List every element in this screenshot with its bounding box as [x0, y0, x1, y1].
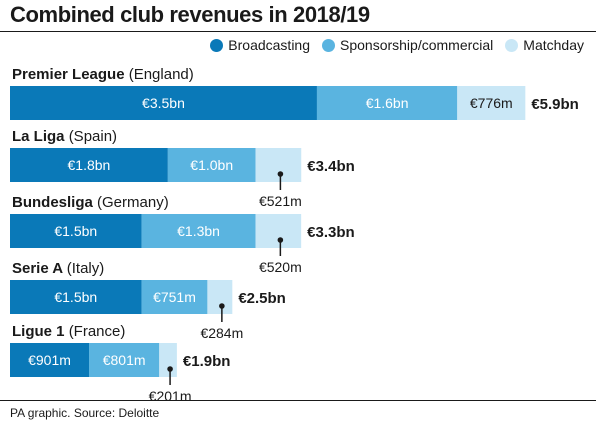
data-label-matchday: €520m	[259, 259, 302, 275]
source-note: PA graphic. Source: Deloitte	[10, 406, 160, 420]
bar-segment-matchday	[255, 148, 302, 182]
category-country: (France)	[69, 323, 126, 340]
category-name: Ligue 1	[12, 323, 69, 340]
total-label: €2.5bn	[238, 290, 286, 307]
legend-label-broadcasting: Broadcasting	[228, 37, 310, 53]
callout-dot	[277, 171, 284, 177]
data-label-broadcasting: €3.5bn	[142, 95, 185, 111]
category-label: La Liga (Spain)	[12, 128, 117, 145]
legend-item-broadcasting: Broadcasting	[210, 37, 310, 53]
category-country: (England)	[129, 66, 194, 83]
total-label: €3.4bn	[307, 158, 355, 175]
category-country: (Spain)	[69, 128, 117, 145]
bar-segment-broadcasting	[10, 280, 142, 314]
chart-title: Combined club revenues in 2018/19	[10, 2, 370, 27]
data-label-sponsorship: €1.0bn	[190, 157, 233, 173]
data-label-matchday: €776m	[470, 95, 513, 111]
category-name: Bundesliga	[12, 194, 97, 211]
bar-segment-sponsorship	[141, 280, 208, 314]
callout-dot	[219, 303, 225, 309]
total-label: €1.9bn	[183, 353, 231, 370]
bar-segment-matchday	[457, 86, 526, 120]
data-label-sponsorship: €1.6bn	[366, 95, 409, 111]
bar-segment-sponsorship	[141, 214, 256, 248]
data-label-matchday: €284m	[200, 325, 243, 341]
legend-label-matchday: Matchday	[523, 37, 584, 53]
data-label-matchday: €201m	[149, 388, 192, 404]
category-label: Ligue 1 (France)	[12, 323, 125, 340]
bar-segment-broadcasting	[10, 86, 317, 120]
data-label-sponsorship: €751m	[153, 289, 196, 305]
callout-dot	[167, 366, 173, 372]
bar-segment-sponsorship	[316, 86, 458, 120]
category-country: (Germany)	[97, 194, 169, 211]
bar-segment-matchday	[207, 280, 233, 314]
total-label: €3.3bn	[307, 224, 355, 241]
bar-segment-sponsorship	[167, 148, 256, 182]
title-rule	[0, 31, 596, 32]
category-label: Premier League (England)	[12, 66, 194, 83]
legend-swatch-sponsorship	[322, 38, 335, 52]
category-name: La Liga	[12, 128, 69, 145]
callout-dot	[277, 237, 284, 243]
bar-segment-sponsorship	[89, 343, 160, 377]
category-name: Premier League	[12, 66, 129, 83]
bar-segment-matchday	[159, 343, 177, 377]
data-label-sponsorship: €801m	[103, 352, 146, 368]
legend-item-sponsorship: Sponsorship/commercial	[322, 37, 493, 53]
data-label-broadcasting: €901m	[28, 352, 71, 368]
category-label: Bundesliga (Germany)	[12, 194, 169, 211]
legend: Broadcasting Sponsorship/commercial Matc…	[198, 37, 584, 53]
bar-segment-broadcasting	[10, 343, 90, 377]
data-label-broadcasting: €1.8bn	[68, 157, 111, 173]
footer-rule	[0, 400, 596, 401]
data-label-broadcasting: €1.5bn	[54, 223, 97, 239]
category-label: Serie A (Italy)	[12, 260, 104, 277]
legend-swatch-broadcasting	[210, 38, 224, 52]
category-name: Serie A	[12, 260, 67, 277]
legend-label-sponsorship: Sponsorship/commercial	[340, 37, 494, 53]
data-label-sponsorship: €1.3bn	[177, 223, 220, 239]
data-label-matchday: €521m	[259, 193, 302, 209]
data-label-broadcasting: €1.5bn	[54, 289, 97, 305]
bar-segment-broadcasting	[10, 148, 168, 182]
legend-item-matchday: Matchday	[505, 37, 584, 53]
bar-segment-matchday	[255, 214, 302, 248]
legend-swatch-matchday	[505, 38, 519, 52]
total-label: €5.9bn	[531, 96, 579, 113]
category-country: (Italy)	[67, 260, 105, 277]
bar-segment-broadcasting	[10, 214, 142, 248]
